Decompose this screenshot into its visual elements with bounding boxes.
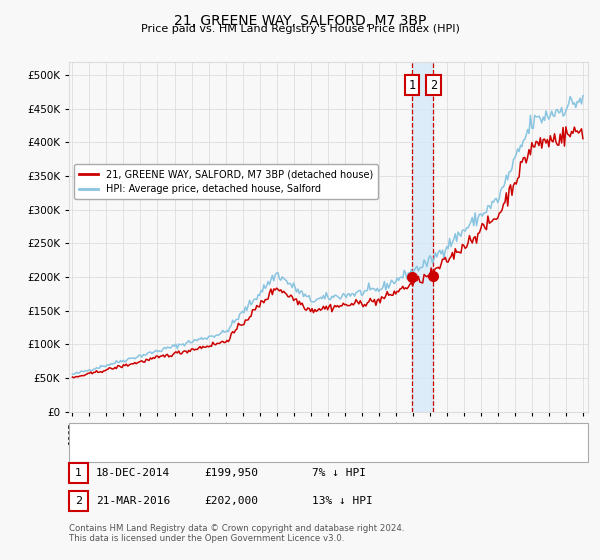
Text: Contains HM Land Registry data © Crown copyright and database right 2024.
This d: Contains HM Land Registry data © Crown c… xyxy=(69,524,404,543)
Text: HPI: Average price, detached house, Salford: HPI: Average price, detached house, Salf… xyxy=(114,446,344,456)
Text: £202,000: £202,000 xyxy=(204,496,258,506)
Legend: 21, GREENE WAY, SALFORD, M7 3BP (detached house), HPI: Average price, detached h: 21, GREENE WAY, SALFORD, M7 3BP (detache… xyxy=(74,165,378,199)
Text: 7% ↓ HPI: 7% ↓ HPI xyxy=(312,468,366,478)
Text: 2: 2 xyxy=(75,496,82,506)
Text: 1: 1 xyxy=(75,468,82,478)
Text: 1: 1 xyxy=(409,78,416,92)
Text: 21, GREENE WAY, SALFORD, M7 3BP: 21, GREENE WAY, SALFORD, M7 3BP xyxy=(174,14,426,28)
Text: 13% ↓ HPI: 13% ↓ HPI xyxy=(312,496,373,506)
Text: 18-DEC-2014: 18-DEC-2014 xyxy=(96,468,170,478)
Text: 2: 2 xyxy=(430,78,437,92)
Text: 21, GREENE WAY, SALFORD, M7 3BP (detached house): 21, GREENE WAY, SALFORD, M7 3BP (detache… xyxy=(114,428,398,438)
Text: £199,950: £199,950 xyxy=(204,468,258,478)
Text: Price paid vs. HM Land Registry's House Price Index (HPI): Price paid vs. HM Land Registry's House … xyxy=(140,24,460,34)
Bar xyxy=(412,62,433,412)
Text: 21-MAR-2016: 21-MAR-2016 xyxy=(96,496,170,506)
